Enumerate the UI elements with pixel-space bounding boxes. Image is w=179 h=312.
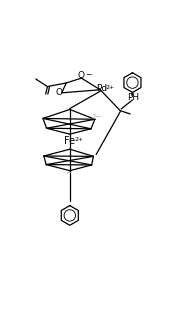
- Text: Fe: Fe: [64, 136, 75, 146]
- Text: −: −: [85, 70, 92, 79]
- Text: Pd: Pd: [96, 84, 107, 93]
- Text: 2+: 2+: [106, 85, 115, 90]
- Text: −: −: [65, 170, 71, 176]
- Text: 2+: 2+: [74, 137, 84, 142]
- Text: PH: PH: [127, 93, 139, 102]
- Text: O: O: [78, 71, 85, 80]
- Text: O: O: [55, 88, 62, 97]
- Text: 2−: 2−: [91, 114, 102, 119]
